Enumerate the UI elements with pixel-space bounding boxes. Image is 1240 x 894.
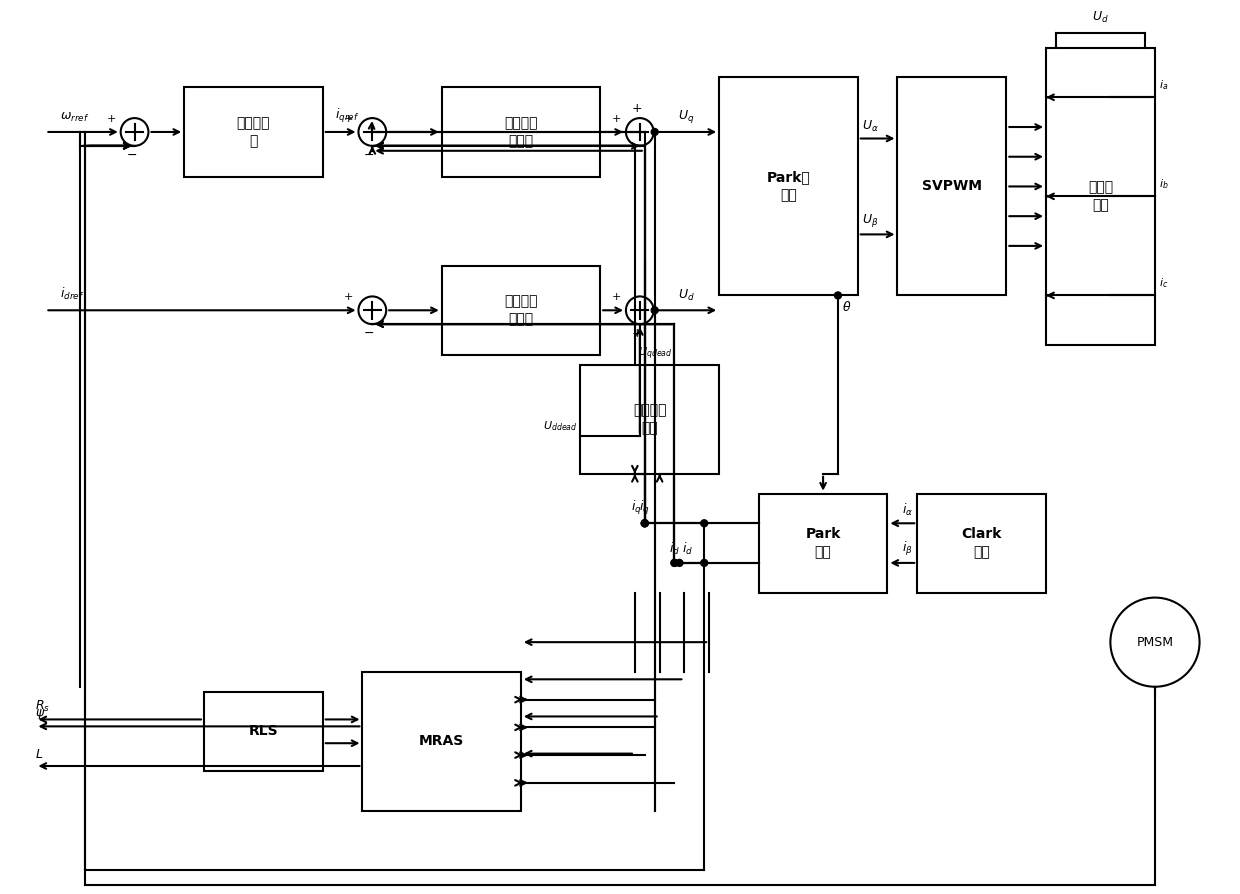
Text: $i_{qref}$: $i_{qref}$: [336, 107, 360, 125]
Bar: [719, 78, 858, 295]
Text: +: +: [611, 292, 621, 302]
Text: 转矩电流
调节器: 转矩电流 调节器: [505, 115, 538, 148]
Text: 励磁电流
调节器: 励磁电流 调节器: [505, 294, 538, 326]
Circle shape: [641, 519, 649, 527]
Text: $i_b$: $i_b$: [1159, 178, 1168, 191]
Circle shape: [671, 560, 678, 567]
Text: 三相逆
变器: 三相逆 变器: [1087, 181, 1114, 213]
Bar: [918, 493, 1047, 593]
Text: $i_d$: $i_d$: [668, 541, 680, 557]
Circle shape: [1110, 597, 1199, 687]
Bar: [362, 672, 521, 811]
Text: $i_{dref}$: $i_{dref}$: [61, 286, 84, 302]
Text: 转速调节
器: 转速调节 器: [237, 115, 270, 148]
Bar: [898, 78, 1007, 295]
Circle shape: [701, 560, 708, 567]
Circle shape: [358, 297, 386, 325]
Text: $U_{qdead}$: $U_{qdead}$: [637, 345, 672, 362]
Circle shape: [641, 519, 649, 527]
Text: $i_q$: $i_q$: [640, 500, 650, 518]
Circle shape: [651, 307, 658, 314]
Text: $U_\beta$: $U_\beta$: [862, 213, 878, 230]
Text: $i_d$: $i_d$: [682, 541, 693, 557]
Circle shape: [835, 292, 842, 299]
Text: SVPWM: SVPWM: [921, 180, 982, 193]
Text: $U_\alpha$: $U_\alpha$: [862, 118, 878, 133]
Circle shape: [701, 519, 708, 527]
Text: $\theta$: $\theta$: [842, 300, 852, 315]
Text: $\omega_{rref}$: $\omega_{rref}$: [61, 111, 89, 124]
Circle shape: [626, 118, 653, 146]
Text: $U_d$: $U_d$: [1092, 10, 1109, 25]
Text: Park逆
变换: Park逆 变换: [766, 170, 810, 203]
Text: Park
变换: Park 变换: [806, 527, 841, 560]
Text: $i_c$: $i_c$: [1159, 276, 1168, 291]
Text: Clark
变换: Clark 变换: [961, 527, 1002, 560]
Text: PMSM: PMSM: [1137, 636, 1173, 649]
Bar: [759, 493, 888, 593]
Text: $i_\alpha$: $i_\alpha$: [903, 502, 913, 519]
Bar: [580, 365, 719, 474]
Bar: [203, 692, 322, 771]
Bar: [184, 88, 322, 176]
Text: +: +: [631, 102, 642, 115]
Text: −: −: [365, 148, 374, 162]
Text: $i_q$: $i_q$: [631, 500, 642, 518]
Bar: [441, 266, 600, 355]
Circle shape: [641, 519, 649, 527]
Circle shape: [671, 560, 678, 567]
Circle shape: [651, 129, 658, 135]
Circle shape: [358, 118, 386, 146]
Bar: [441, 88, 600, 176]
Text: $U_q$: $U_q$: [678, 108, 694, 125]
Text: −: −: [126, 148, 136, 162]
Text: −: −: [365, 327, 374, 340]
Text: $i_\beta$: $i_\beta$: [903, 540, 913, 558]
Text: RLS: RLS: [248, 724, 278, 738]
Text: $i_a$: $i_a$: [1159, 79, 1168, 92]
Text: +: +: [345, 114, 353, 124]
Circle shape: [120, 118, 149, 146]
Text: $R_s$: $R_s$: [36, 699, 51, 714]
Text: +: +: [345, 292, 353, 302]
Text: MRAS: MRAS: [419, 734, 464, 748]
Text: $L$: $L$: [36, 748, 43, 761]
Text: $U_d$: $U_d$: [678, 288, 694, 303]
Text: +: +: [631, 327, 642, 340]
Text: +: +: [611, 114, 621, 124]
Text: $U_{ddead}$: $U_{ddead}$: [543, 418, 578, 433]
Circle shape: [626, 297, 653, 325]
Text: 死区在线
补偿: 死区在线 补偿: [632, 403, 666, 435]
Text: $\psi$: $\psi$: [36, 707, 46, 721]
Circle shape: [676, 560, 683, 567]
Text: +: +: [107, 114, 115, 124]
Bar: [1047, 47, 1154, 345]
